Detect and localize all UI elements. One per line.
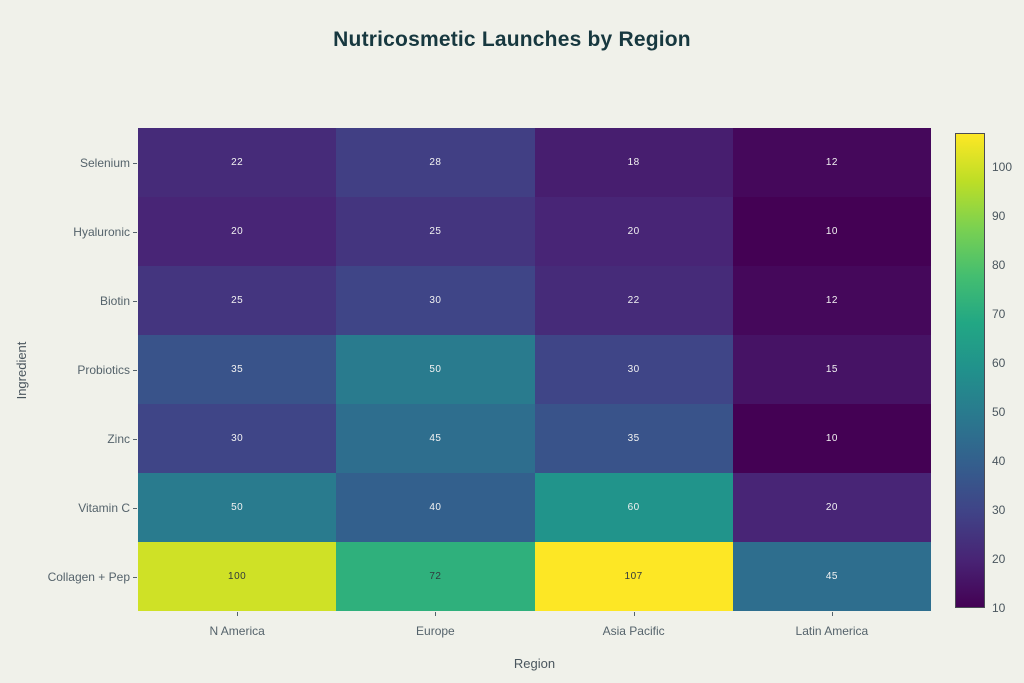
- heatmap-cell: 30: [336, 266, 535, 335]
- cell-value-label: 35: [231, 364, 244, 375]
- x-axis-title: Region: [513, 656, 556, 671]
- heatmap-plot-area: 22 28 18 12 20 25 20 10 25 30 22 12 35 50 30 15 30 45 35 10…: [138, 128, 931, 611]
- y-tick-label: Biotin: [99, 293, 130, 308]
- cell-value-label: 12: [825, 295, 838, 306]
- colorbar-tick-label: 90: [992, 209, 1006, 224]
- x-tick-mark: [237, 612, 239, 616]
- y-tick-mark: [133, 369, 137, 371]
- heatmap-cell: 12: [732, 128, 931, 197]
- heatmap-cell: 40: [336, 473, 535, 542]
- cell-value-label: 30: [231, 433, 244, 444]
- heatmap-cell: 35: [138, 335, 337, 404]
- y-tick-mark: [133, 507, 137, 509]
- cell-value-label: 10: [825, 433, 838, 444]
- heatmap-cell: 22: [138, 128, 337, 197]
- heatmap-cell: 60: [534, 473, 733, 542]
- heatmap-cell: 10: [732, 197, 931, 266]
- cell-value-label: 45: [429, 433, 442, 444]
- cell-value-label: 60: [627, 502, 640, 513]
- cell-value-label: 20: [825, 502, 838, 513]
- colorbar-tick-label: 60: [992, 356, 1006, 371]
- heatmap-cell: 25: [138, 266, 337, 335]
- cell-value-label: 18: [627, 157, 640, 168]
- cell-value-label: 28: [429, 157, 442, 168]
- heatmap-cell: 45: [732, 542, 931, 611]
- heatmap-cell: 20: [732, 473, 931, 542]
- cell-value-label: 30: [627, 364, 640, 375]
- heatmap-cell: 28: [336, 128, 535, 197]
- cell-value-label: 107: [624, 571, 643, 582]
- heatmap-cell: 22: [534, 266, 733, 335]
- y-tick-mark: [133, 231, 137, 233]
- cell-value-label: 12: [825, 157, 838, 168]
- heatmap-cell: 50: [138, 473, 337, 542]
- heatmap-cell: 30: [534, 335, 733, 404]
- x-tick-mark: [633, 612, 635, 616]
- x-tick-label: Europe: [416, 624, 455, 638]
- y-tick-label: Collagen + Pep: [47, 569, 130, 584]
- y-tick-mark: [133, 162, 137, 164]
- colorbar-tick-label: 40: [992, 454, 1006, 469]
- cell-value-label: 22: [627, 295, 640, 306]
- y-tick-label: Hyaluronic: [73, 224, 130, 239]
- colorbar-tick-label: 20: [992, 552, 1006, 567]
- heatmap-cell: 50: [336, 335, 535, 404]
- heatmap-cell: 20: [534, 197, 733, 266]
- cell-value-label: 15: [825, 364, 838, 375]
- heatmap-cell: 107: [534, 542, 733, 611]
- x-tick-mark: [435, 612, 437, 616]
- colorbar-tick-label: 50: [992, 405, 1006, 420]
- heatmap-cell: 18: [534, 128, 733, 197]
- cell-value-label: 40: [429, 502, 442, 513]
- heatmap-cell: 15: [732, 335, 931, 404]
- cell-value-label: 72: [429, 571, 442, 582]
- x-tick-label: Latin America: [795, 624, 869, 638]
- cell-value-label: 20: [627, 226, 640, 237]
- cell-value-label: 30: [429, 295, 442, 306]
- colorbar-tick-label: 80: [992, 258, 1006, 273]
- cell-value-label: 100: [228, 571, 247, 582]
- y-tick-label: Vitamin C: [78, 500, 130, 515]
- cell-value-label: 45: [825, 571, 838, 582]
- cell-value-label: 20: [231, 226, 244, 237]
- y-tick-mark: [133, 576, 137, 578]
- heatmap-cell: 12: [732, 266, 931, 335]
- y-tick-label: Zinc: [107, 431, 130, 446]
- heatmap-cell: 100: [138, 542, 337, 611]
- colorbar-tick-label: 100: [992, 160, 1013, 175]
- cell-value-label: 10: [825, 226, 838, 237]
- cell-value-label: 50: [429, 364, 442, 375]
- heatmap-cell: 25: [336, 197, 535, 266]
- colorbar-tick-label: 30: [992, 503, 1006, 518]
- x-tick-label: Asia Pacific: [602, 624, 665, 638]
- cell-value-label: 50: [231, 502, 244, 513]
- heatmap-cell: 10: [732, 404, 931, 473]
- cell-value-label: 22: [231, 157, 244, 168]
- heatmap-cell: 45: [336, 404, 535, 473]
- chart-title: Nutricosmetic Launches by Region: [333, 28, 691, 51]
- cell-value-label: 25: [231, 295, 244, 306]
- heatmap-cell: 72: [336, 542, 535, 611]
- y-tick-mark: [133, 300, 137, 302]
- x-tick-mark: [831, 612, 833, 616]
- x-tick-label: N America: [209, 624, 265, 638]
- colorbar: [955, 133, 985, 608]
- heatmap-cell: 30: [138, 404, 337, 473]
- cell-value-label: 35: [627, 433, 640, 444]
- y-tick-label: Selenium: [79, 155, 130, 170]
- heatmap-cell: 35: [534, 404, 733, 473]
- colorbar-tick-label: 10: [992, 601, 1006, 615]
- colorbar-tick-label: 70: [992, 307, 1006, 322]
- heatmap-cell: 20: [138, 197, 337, 266]
- y-axis-title: Ingredient: [14, 341, 29, 400]
- y-tick-mark: [133, 438, 137, 440]
- y-tick-label: Probiotics: [77, 362, 130, 377]
- cell-value-label: 25: [429, 226, 442, 237]
